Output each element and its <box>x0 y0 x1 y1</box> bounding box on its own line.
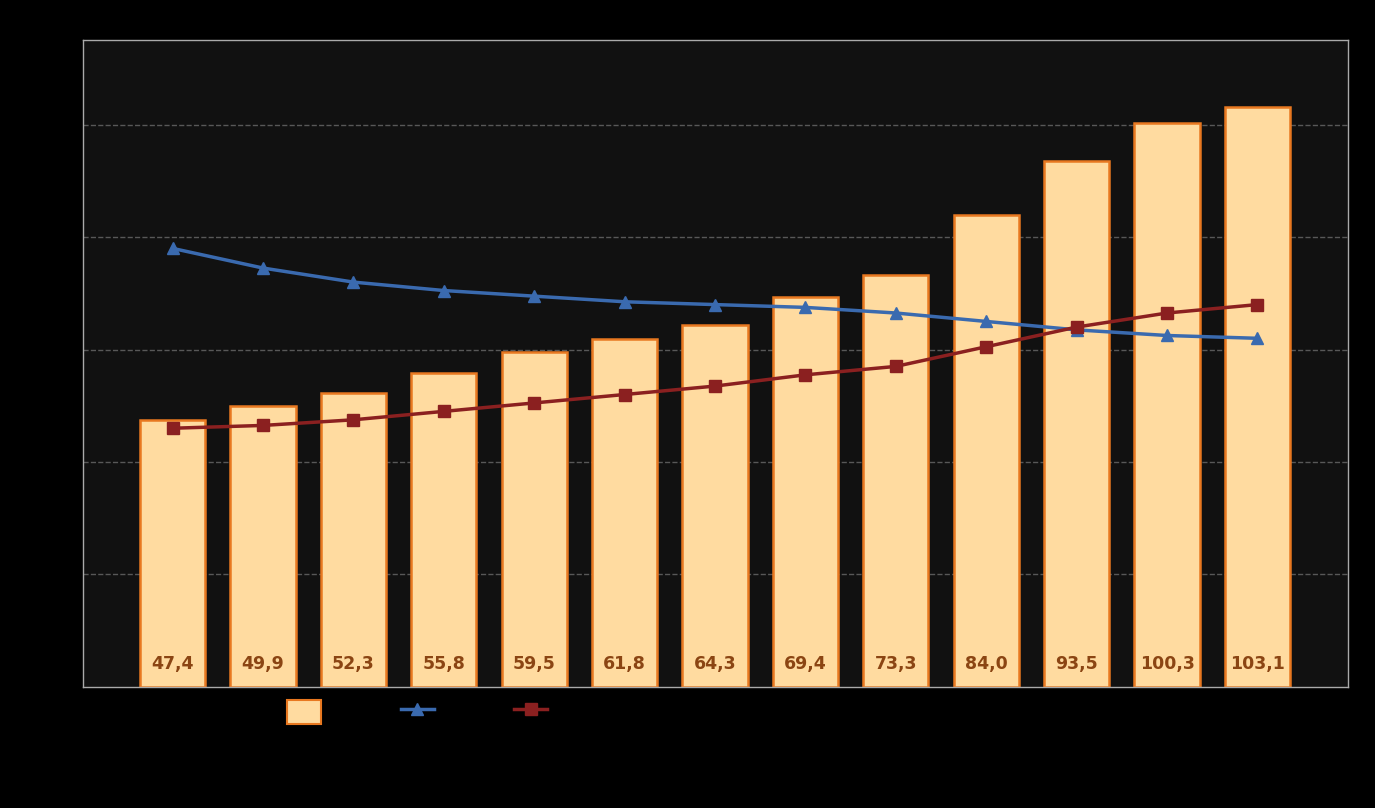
Text: 84,0: 84,0 <box>965 654 1008 673</box>
Text: 49,9: 49,9 <box>242 654 285 673</box>
Bar <box>593 339 657 687</box>
Text: 100,3: 100,3 <box>1140 654 1195 673</box>
Bar <box>1225 107 1290 687</box>
Text: 55,8: 55,8 <box>422 654 465 673</box>
Bar <box>773 297 837 687</box>
Text: 61,8: 61,8 <box>604 654 646 673</box>
Text: 47,4: 47,4 <box>151 654 194 673</box>
Bar <box>864 275 928 687</box>
Bar <box>954 215 1019 687</box>
Text: 93,5: 93,5 <box>1055 654 1099 673</box>
Bar <box>1134 123 1199 687</box>
Legend: , , : , , <box>280 693 568 730</box>
Text: 59,5: 59,5 <box>513 654 556 673</box>
Text: 103,1: 103,1 <box>1231 654 1284 673</box>
Text: 52,3: 52,3 <box>331 654 375 673</box>
Bar <box>320 393 386 687</box>
Text: 73,3: 73,3 <box>874 654 917 673</box>
Text: 64,3: 64,3 <box>693 654 736 673</box>
Bar <box>140 420 205 687</box>
Text: 69,4: 69,4 <box>784 654 826 673</box>
Bar <box>682 326 748 687</box>
Bar <box>502 352 566 687</box>
Bar <box>411 373 476 687</box>
Bar <box>1044 162 1110 687</box>
Bar <box>231 406 296 687</box>
